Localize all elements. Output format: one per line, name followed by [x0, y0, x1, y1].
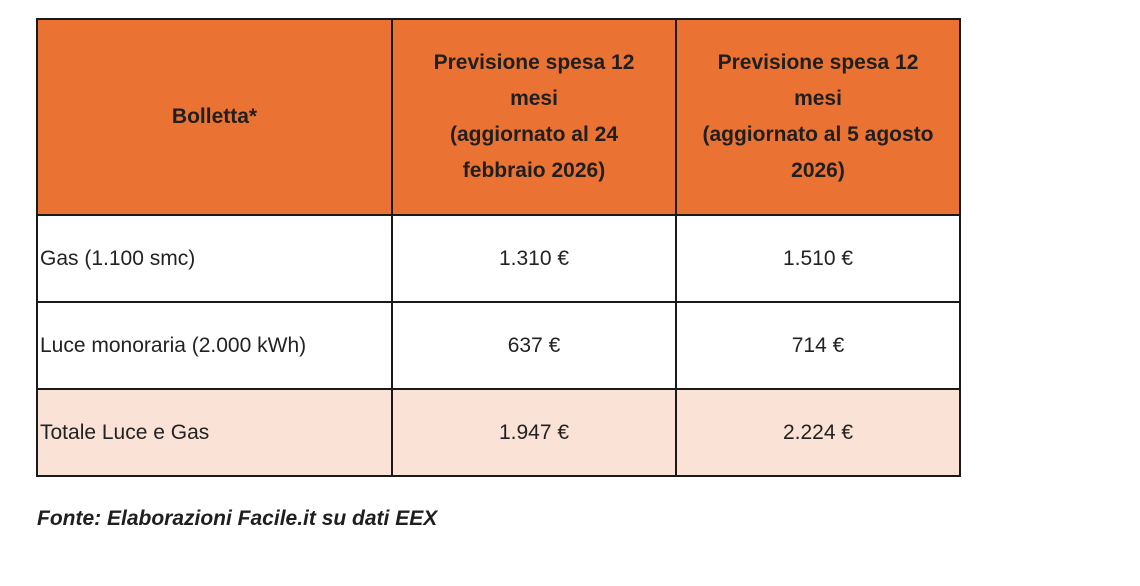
table-container: Bolletta* Previsione spesa 12 mesi (aggi… [36, 18, 961, 477]
row-label: Luce monoraria (2.000 kWh) [36, 301, 393, 390]
header-bolletta: Bolletta* [36, 18, 393, 216]
header-line: (aggiornato al 5 agosto [702, 123, 934, 146]
cell-february: 1.947 € [391, 388, 677, 477]
header-line: mesi [510, 87, 558, 110]
header-line: (aggiornato al 24 [449, 123, 619, 146]
table-row-total: Totale Luce e Gas 1.947 € 2.224 € [36, 388, 961, 477]
header-forecast-february: Previsione spesa 12 mesi (aggiornato al … [391, 18, 677, 216]
table-body: Gas (1.100 smc) 1.310 € 1.510 € Luce mon… [36, 214, 961, 477]
header-row: Bolletta* Previsione spesa 12 mesi (aggi… [36, 18, 961, 216]
table-header: Bolletta* Previsione spesa 12 mesi (aggi… [36, 18, 961, 216]
row-label: Totale Luce e Gas [36, 388, 393, 477]
header-line: Previsione spesa 12 [717, 51, 919, 74]
cell-february: 1.310 € [391, 214, 677, 303]
header-line: febbraio 2026) [462, 159, 606, 182]
cell-august: 1.510 € [675, 214, 961, 303]
header-line: mesi [794, 87, 842, 110]
header-line: Previsione spesa 12 [433, 51, 635, 74]
row-label: Gas (1.100 smc) [36, 214, 393, 303]
table-row-luce: Luce monoraria (2.000 kWh) 637 € 714 € [36, 301, 961, 390]
source-note: Fonte: Elaborazioni Facile.it su dati EE… [37, 507, 438, 530]
header-line: 2026) [791, 159, 845, 182]
cell-february: 637 € [391, 301, 677, 390]
table-row-gas: Gas (1.100 smc) 1.310 € 1.510 € [36, 214, 961, 303]
cell-august: 714 € [675, 301, 961, 390]
header-forecast-august: Previsione spesa 12 mesi (aggiornato al … [675, 18, 961, 216]
bill-forecast-table: Bolletta* Previsione spesa 12 mesi (aggi… [36, 18, 961, 477]
cell-august: 2.224 € [675, 388, 961, 477]
